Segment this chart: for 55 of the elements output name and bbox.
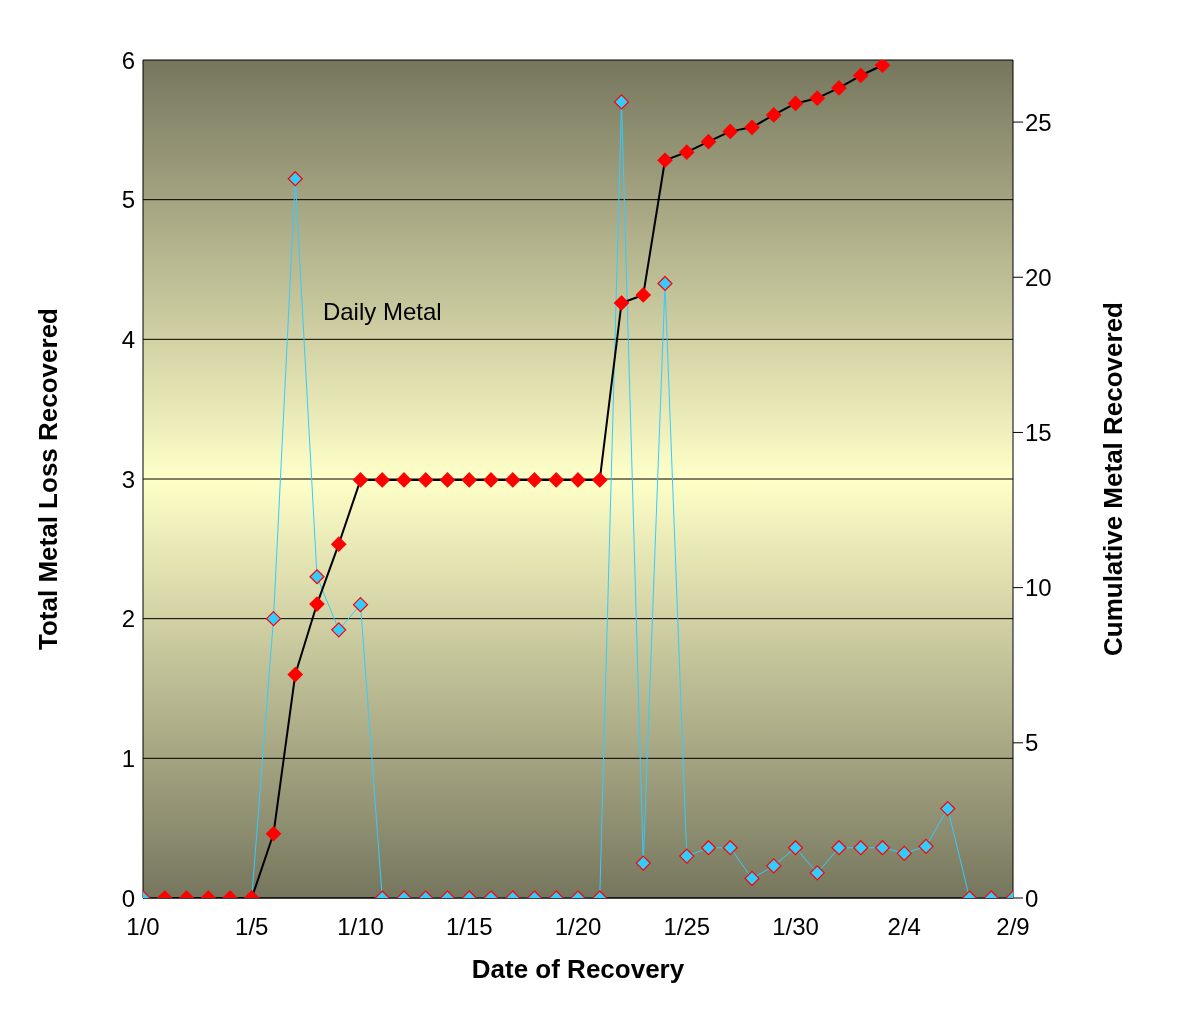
point bbox=[853, 67, 869, 84]
point bbox=[874, 60, 891, 73]
point bbox=[766, 107, 782, 123]
x-tick-label: 1/10 bbox=[337, 913, 384, 941]
y-tick-label: 1 bbox=[121, 744, 135, 772]
y-tick-label: 0 bbox=[121, 884, 135, 912]
point bbox=[787, 95, 804, 112]
point bbox=[809, 90, 825, 106]
x-tick-label: 1/20 bbox=[554, 913, 602, 941]
x-tick-label: 2/9 bbox=[996, 913, 1030, 941]
y2-tick-label: 15 bbox=[1025, 418, 1052, 446]
point bbox=[744, 119, 760, 135]
point bbox=[570, 472, 586, 488]
point bbox=[722, 123, 738, 139]
point bbox=[483, 472, 499, 488]
series-label: Daily Metal bbox=[322, 297, 442, 325]
y-tick-label: 6 bbox=[121, 46, 135, 74]
y2-axis-title: Cumulative Metal Recovered bbox=[1098, 301, 1129, 657]
point bbox=[613, 295, 630, 311]
x-tick-label: 1/25 bbox=[663, 913, 711, 941]
x-tick-label: 1/30 bbox=[772, 913, 819, 941]
point bbox=[700, 134, 717, 150]
point bbox=[679, 144, 695, 160]
point bbox=[461, 472, 477, 488]
x-tick-label: 2/4 bbox=[887, 913, 921, 941]
point bbox=[352, 472, 369, 488]
y2-tick-label: 0 bbox=[1025, 884, 1039, 912]
point bbox=[505, 472, 521, 488]
y-tick-label: 4 bbox=[121, 325, 135, 353]
x-tick-label: 1/15 bbox=[445, 913, 493, 941]
point bbox=[418, 472, 434, 488]
point bbox=[396, 472, 412, 488]
x-axis-title: Date of Recovery bbox=[471, 954, 685, 984]
point bbox=[287, 666, 303, 683]
y2-tick-label: 25 bbox=[1025, 108, 1052, 136]
y2-tick-label: 20 bbox=[1025, 263, 1052, 291]
y-axis-title: Total Metal Loss Recovered bbox=[33, 308, 64, 650]
y2-tick-label: 5 bbox=[1025, 729, 1039, 757]
y-tick-label: 2 bbox=[121, 605, 135, 633]
point bbox=[592, 472, 608, 488]
point bbox=[657, 152, 673, 168]
point bbox=[331, 536, 347, 552]
y2-tick-label: 10 bbox=[1025, 574, 1052, 602]
point bbox=[374, 472, 390, 488]
point bbox=[309, 596, 325, 612]
x-tick-label: 1/0 bbox=[126, 913, 160, 941]
point bbox=[831, 80, 847, 96]
point bbox=[635, 287, 651, 303]
point bbox=[265, 826, 282, 842]
y-tick-label: 5 bbox=[121, 186, 135, 214]
x-tick-label: 1/5 bbox=[235, 913, 269, 941]
y-tick-label: 3 bbox=[121, 465, 135, 493]
point bbox=[526, 472, 543, 488]
point bbox=[439, 472, 456, 488]
point bbox=[548, 472, 564, 488]
